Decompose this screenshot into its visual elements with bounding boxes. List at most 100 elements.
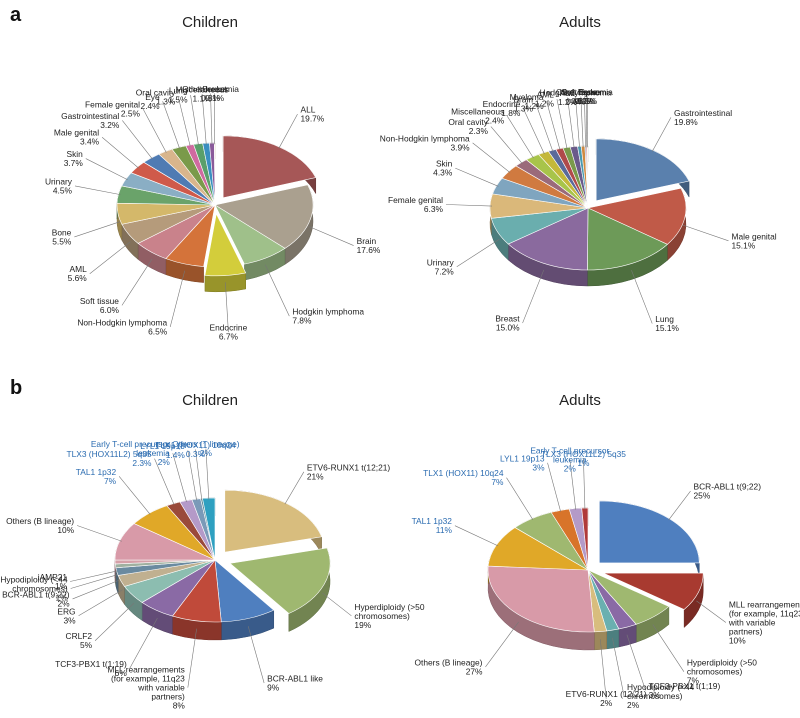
slice-soft-tissue-leader xyxy=(121,258,153,306)
slice-lung-leader xyxy=(631,270,653,324)
slice-urinary-label: Urinary 4.5% xyxy=(45,176,73,195)
slice-early-t-cell-precursor-leukemia-leader xyxy=(569,459,577,510)
slice-others-b-lineage-label: Others (B lineage) 10% xyxy=(6,516,75,535)
slice-breast-value: 0.1% xyxy=(205,93,225,103)
pie-chart-b-children: ETV6-RUNX1 t(12;21) 21% Hyperdiploidy (>50… xyxy=(0,439,424,711)
slice-brain-value: 17.6% xyxy=(357,245,381,255)
slice-male-genital-value: 3.4% xyxy=(80,137,100,147)
slice-tlx3-hox11l2-5q35-leader xyxy=(154,458,175,505)
slice-erg-value: 3% xyxy=(63,615,76,625)
slice-hyperdiploidy-50-chromosomes-label: Hyperdiploidy (>50 chromosomes) 7% xyxy=(687,658,757,686)
slice-skin-label: Skin 4.3% xyxy=(433,159,453,178)
slice-etv6-runx1-t-12-21-value: 21% xyxy=(307,471,324,481)
slice-myeloma-label: Myeloma 1.2% xyxy=(510,92,545,111)
slice-brain-value: 1.3% xyxy=(514,104,534,114)
slice-male-genital-value: 15.1% xyxy=(731,240,755,250)
slice-skin-leader xyxy=(455,167,499,187)
slice-urinary-value: 7.2% xyxy=(435,266,455,276)
slice-early-t-cell-precursor-leukemia-value: 2% xyxy=(564,463,577,473)
slice-hyperdiploidy-50-chromosomes-leader xyxy=(652,624,685,672)
slice-crlf2-label: CRLF2 5% xyxy=(66,631,93,650)
slice-eye-value: 2.4% xyxy=(141,101,161,111)
slice-early-t-cell-precursor-leukemia-label: Early T-cell precursor leukemia 2% xyxy=(530,445,609,473)
slice-tal1-1p32-leader xyxy=(454,525,499,547)
slice-lyl1-19p13-value: 3% xyxy=(532,462,545,472)
slice-brain-label: Brain 1.3% xyxy=(513,95,533,114)
slice-aml-label: AML 1.2% xyxy=(535,90,555,109)
slice-myeloma-value: 1.2% xyxy=(524,101,544,111)
panel-letter-b: b xyxy=(10,377,23,399)
slice-tcf3-pbx1-t-1-19-leader xyxy=(626,634,646,691)
slice-non-hodgkin-lymphoma-value: 3.9% xyxy=(451,142,471,152)
slice-tal1-1p32 xyxy=(487,527,589,571)
slice-tlx1-hox11-10q24-leader xyxy=(506,477,534,520)
slice-hypodiploidy-44-chromosomes-value: 1% xyxy=(56,593,69,603)
slice-aml-value: 1.2% xyxy=(535,99,555,109)
slice-breast xyxy=(507,207,589,271)
pie-chart-a-children: ALL 19.7% Brain 17.6% Hodgkin lymphoma 7.8% En… xyxy=(45,84,381,342)
chart-title-a-adults: Adults xyxy=(559,14,601,31)
slice-brain-leader xyxy=(535,104,554,152)
slice-tlx3-hox11l2-5q35-value: 2.3% xyxy=(132,458,152,468)
slice-tcf3-pbx1-t-1-19-label: TCF3-PBX1 t(1;19) 6% xyxy=(55,659,127,678)
slice-miscellaneous-value: 2.4% xyxy=(485,116,505,126)
slice-lyl1-19p13-leader xyxy=(547,462,561,512)
slice-soft-tissue-leader xyxy=(580,96,584,148)
slice-female-genital-label: Female genital 2.5% xyxy=(85,99,140,118)
slice-oral-cavity-value: 1.3% xyxy=(156,97,176,107)
panel-letter-a: a xyxy=(10,4,22,26)
slice-gastrointestinal-label: Gastrointestinal 3.2% xyxy=(61,111,120,130)
slice-urinary-value: 4.5% xyxy=(53,185,73,195)
slice-bcr-abl1-t-9-22-leader xyxy=(72,580,119,600)
slice-mll-rearrangements-for-example-11q23-with-variable-partners-value: 8% xyxy=(173,701,186,711)
slice-bcr-abl1-t-9-22-label: BCR-ABL1 t(9;22) 2% xyxy=(2,589,70,608)
slice-tlx3-hox11l2-5q35-label: TLX3 (HOX11L2) 5q35 2.3% xyxy=(66,449,152,468)
slice-aml-leader xyxy=(89,241,131,274)
slice-miscellaneous-value: 1.1% xyxy=(193,93,213,103)
slice-soft-tissue-value: 0.6% xyxy=(571,96,591,106)
slice-female-genital-label: Female genital 6.3% xyxy=(388,195,443,214)
slice-lyl1-19p13-label: LYL1 19p13 1.4% xyxy=(140,441,185,460)
slice-tlx1-hox11-10q24-label: TLX1 (HOX11) 10q24 0.3% xyxy=(155,440,236,459)
slice-etv6-runx1-t-12-21-label: ETV6-RUNX1 t(12;21) 21% xyxy=(307,462,391,481)
slice-endocrine-value: 1.8% xyxy=(501,108,521,118)
slice-non-hodgkin-lymphoma-label: Non-Hodgkin lymphoma 3.9% xyxy=(380,133,470,152)
slice-all-value: 1.2% xyxy=(558,97,578,107)
slice-other-leukemia-value: 0.2% xyxy=(575,96,595,106)
pie-chart-a-adults: Gastrointestinal 19.8% Male genital 15.1% Lu… xyxy=(380,87,777,333)
slice-tcf3-pbx1-t-1-19-label: TCF3-PBX1 t(1;19) 3% xyxy=(649,681,721,700)
slice-lyl1-19p13-label: LYL1 19p13 3% xyxy=(500,453,545,472)
slice-mll-rearrangements-for-example-11q23-with-variable-partners-leader xyxy=(696,600,727,623)
slice-others-t-lineage-value: 2% xyxy=(200,448,213,458)
slice-erg-label: ERG 3% xyxy=(57,606,76,625)
slice-bcr-abl1-t-9-22-value: 2% xyxy=(57,598,70,608)
slice-male-genital-leader xyxy=(682,224,729,242)
slice-hyperdiploidy-50-chromosomes-value: 19% xyxy=(354,620,371,630)
slice-lung-label: Lung 15.1% xyxy=(655,314,679,333)
chart-title-b-adults: Adults xyxy=(559,392,601,409)
slice-others-t-lineage-label: Others (T lineage) 2% xyxy=(172,439,240,458)
slice-tcf3-pbx1-t-1-19-value: 6% xyxy=(115,668,128,678)
slice-non-hodgkin-lymphoma-label: Non-Hodgkin lymphoma 6.5% xyxy=(77,317,167,336)
slice-all-label: ALL 19.7% xyxy=(301,105,325,124)
slice-tal1-1p32-label: TAL1 1p32 7% xyxy=(76,467,117,486)
slice-hodgkin-lymphoma-value: 7.8% xyxy=(292,316,312,326)
slice-gastrointestinal-leader xyxy=(651,117,672,152)
chart-title-b-children: Children xyxy=(182,392,238,409)
slice-gastrointestinal-leader xyxy=(122,120,153,160)
slice-male-genital-label: Male genital 3.4% xyxy=(54,128,100,147)
slice-urinary-leader xyxy=(456,239,500,268)
slice-other-leukemia-value: 0.8% xyxy=(201,93,221,103)
slice-tlx1-hox11-10q24-leader xyxy=(195,449,203,500)
slice-bcr-abl1-t-9-22-label: BCR-ABL1 t(9;22) 25% xyxy=(694,482,762,501)
slice-others-b-lineage xyxy=(487,565,595,633)
slice-hypodiploidy-44-chromosomes-leader xyxy=(612,637,625,697)
slice-other-leukemia-leader xyxy=(584,96,586,148)
slice-gastrointestinal-value: 3.2% xyxy=(100,120,120,130)
slice-urinary-label: Urinary 7.2% xyxy=(427,257,455,276)
slice-eye-value: 0.2% xyxy=(577,96,597,106)
slice-etv6-runx1-12-21-leader xyxy=(599,639,607,699)
pie-chart-b-adults: BCR-ABL1 t(9;22) 25% MLL rearrangements (fo… xyxy=(412,445,800,710)
slice-all-leader xyxy=(567,97,575,148)
